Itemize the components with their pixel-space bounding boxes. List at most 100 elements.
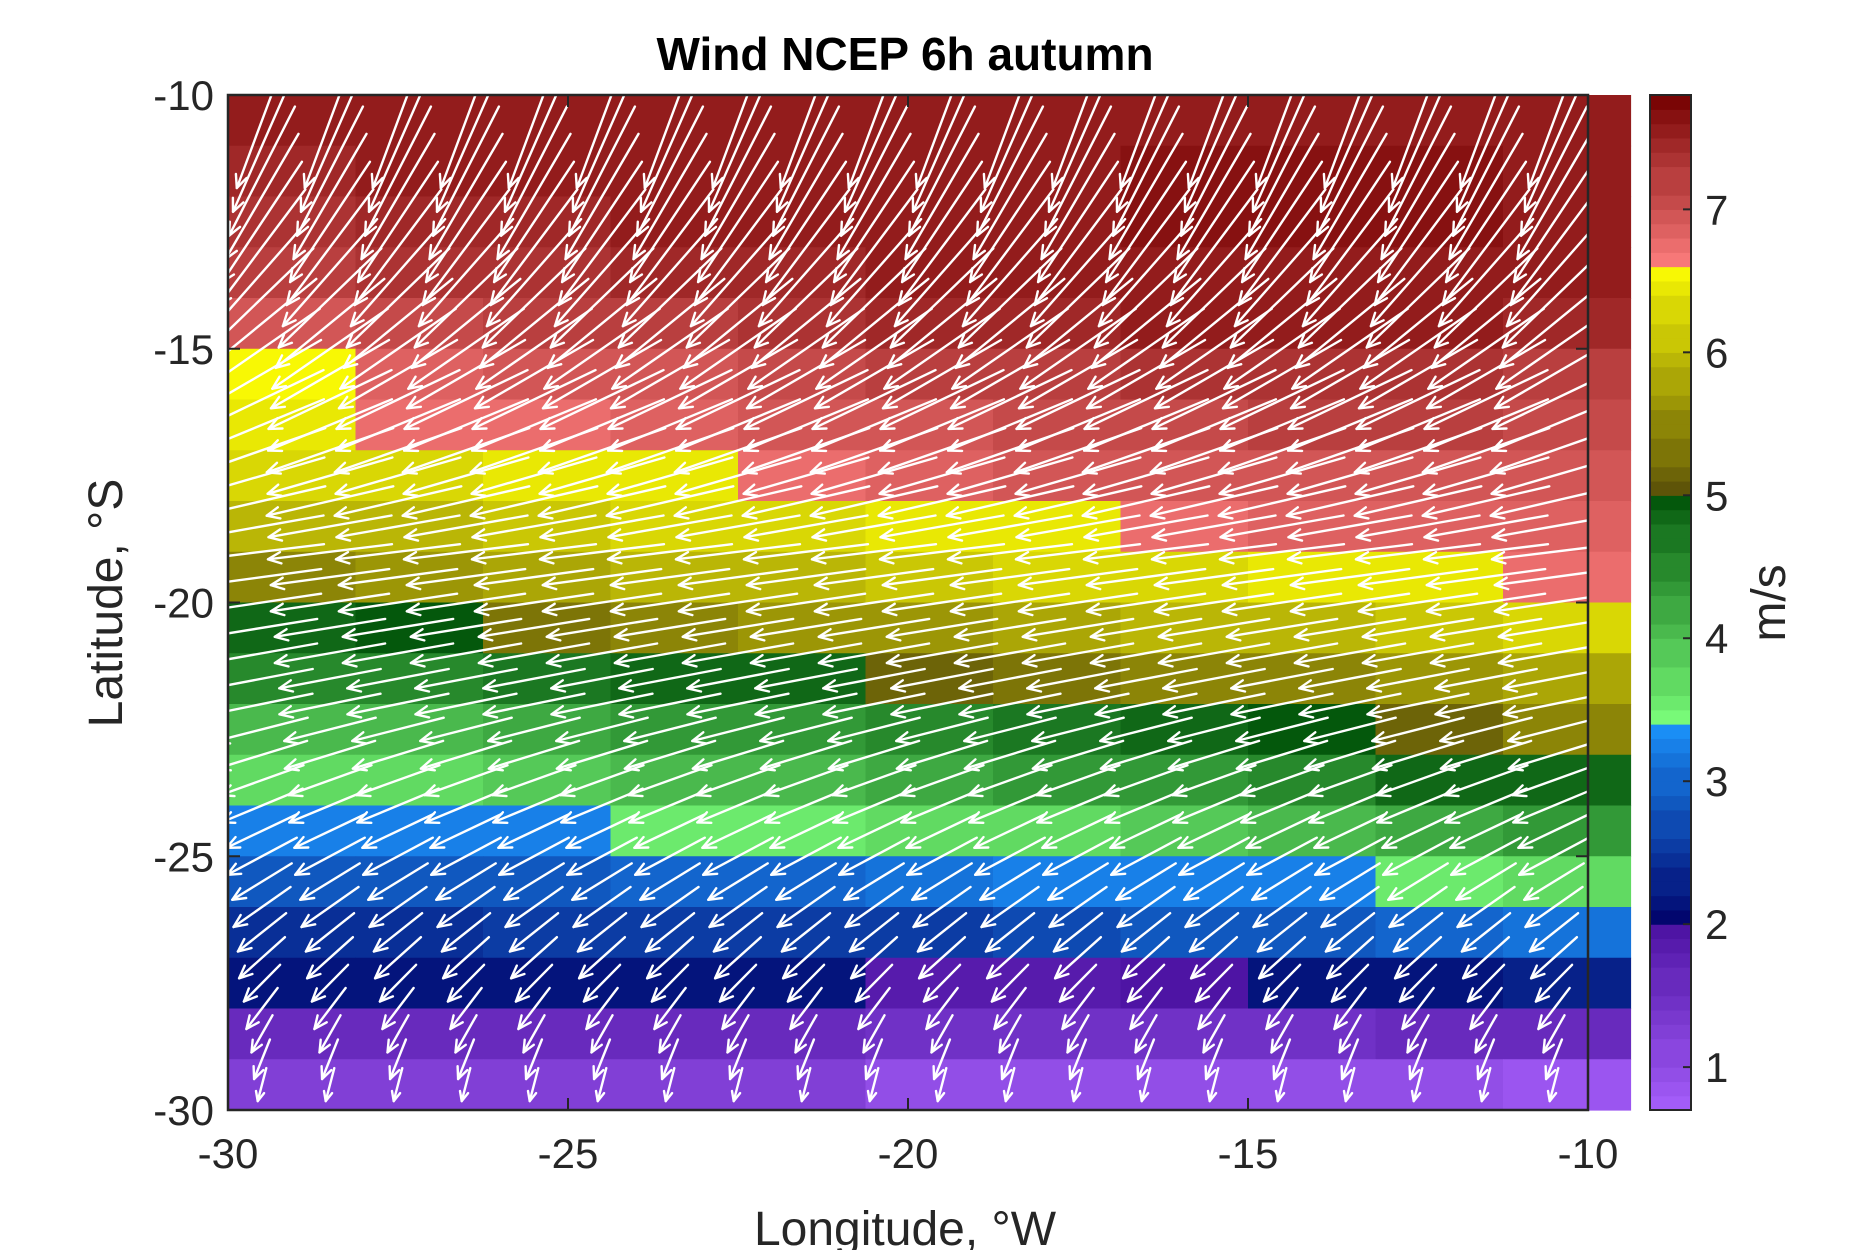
wind-arrow — [402, 456, 530, 497]
wind-arrow — [990, 963, 1030, 1003]
colorbar-swatch — [1650, 781, 1691, 797]
wind-arrow — [471, 368, 597, 431]
wind-arrow — [1040, 132, 1116, 261]
wind-arrow — [605, 485, 735, 520]
wind-arrow — [1498, 293, 1588, 370]
wind-arrow — [1109, 812, 1183, 849]
wind-arrow — [1225, 642, 1339, 668]
speed-cell — [610, 1008, 739, 1060]
wind-arrow — [405, 567, 527, 591]
wind-arrow — [250, 1014, 274, 1054]
wind-arrow — [911, 862, 973, 901]
wind-arrow — [345, 247, 451, 349]
colorbar-swatch — [1650, 266, 1691, 282]
speed-cell — [1503, 399, 1632, 451]
wind-arrow — [813, 592, 935, 617]
wind-arrow — [414, 692, 518, 719]
wind-arrow — [1153, 567, 1275, 591]
wind-arrow — [228, 836, 298, 876]
wind-arrow — [405, 338, 527, 410]
colorbar-swatch — [1650, 1067, 1691, 1083]
wind-arrow — [337, 567, 459, 591]
colorbar-tick-label: 2 — [1705, 901, 1728, 948]
wind-arrow — [718, 963, 758, 1003]
wind-arrow — [1162, 692, 1266, 719]
wind-arrow — [713, 936, 763, 980]
wind-arrow — [1439, 716, 1533, 745]
wind-arrow — [1150, 543, 1278, 565]
wind-arrow — [879, 368, 1005, 431]
wind-arrow — [1041, 812, 1115, 849]
wind-arrow — [1359, 307, 1477, 390]
wind-arrow — [1410, 1066, 1424, 1103]
wind-arrow — [1437, 217, 1535, 328]
speed-cell — [228, 145, 357, 198]
wind-arrow — [1022, 277, 1134, 370]
speed-cell — [738, 1008, 867, 1060]
speed-cell — [483, 754, 612, 807]
wind-arrow — [1136, 1038, 1156, 1081]
wind-arrow — [1489, 437, 1588, 475]
wind-arrow — [1534, 963, 1574, 1003]
wind-arrow — [750, 277, 862, 370]
wind-arrow — [367, 862, 429, 901]
wind-arrow — [1425, 338, 1547, 410]
wind-arrow — [775, 862, 837, 901]
speed-cell — [355, 957, 484, 1010]
wind-arrow — [1421, 485, 1551, 520]
wind-arrow — [864, 1038, 884, 1081]
colorbar-swatch — [1650, 895, 1691, 911]
wind-arrow — [1017, 338, 1139, 410]
speed-cell — [993, 957, 1122, 1010]
wind-arrow — [1366, 667, 1470, 693]
wind-arrow — [1021, 642, 1135, 668]
wind-arrow — [1423, 368, 1549, 431]
y-tick-label: -20 — [153, 580, 214, 627]
wind-arrow — [594, 1066, 608, 1103]
wind-arrow — [1333, 986, 1367, 1031]
wind-arrow — [1286, 543, 1414, 565]
wind-arrow — [1002, 1066, 1016, 1103]
wind-arrow — [1082, 543, 1210, 565]
plot-area — [226, 93, 1632, 1112]
wind-arrow — [509, 936, 559, 980]
wind-arrow — [1015, 368, 1141, 431]
wind-arrow — [827, 716, 921, 745]
wind-arrow — [1090, 277, 1202, 370]
speed-cell — [865, 957, 994, 1010]
wind-arrow — [1197, 986, 1231, 1031]
wind-arrow — [428, 132, 504, 261]
wind-arrow — [811, 514, 937, 542]
wind-arrow — [1458, 95, 1497, 190]
colorbar-swatch — [1650, 695, 1691, 711]
colorbar-swatch — [1650, 95, 1691, 110]
wind-arrow — [613, 642, 727, 668]
speed-cell — [1120, 704, 1249, 756]
colorbar-swatch — [1650, 1081, 1691, 1097]
wind-arrow — [749, 642, 863, 668]
wind-arrow — [900, 160, 984, 284]
y-axis-label: Latitude, °S — [80, 479, 133, 728]
wind-arrow — [236, 912, 288, 953]
wind-arrow — [430, 836, 502, 876]
wind-arrow — [660, 1038, 680, 1081]
wind-arrow — [1111, 105, 1181, 237]
wind-arrow — [1081, 485, 1211, 520]
colorbar-swatch — [1650, 952, 1691, 968]
wind-arrow — [839, 105, 909, 237]
wind-arrow — [413, 247, 519, 349]
wind-arrow — [305, 936, 355, 980]
wind-arrow — [1313, 836, 1387, 876]
wind-arrow — [228, 592, 323, 609]
wind-arrow — [1061, 986, 1095, 1031]
wind-arrow — [228, 426, 327, 464]
colorbar-swatch — [1650, 1009, 1691, 1025]
wind-arrow — [582, 963, 622, 1003]
wind-arrow — [1244, 132, 1320, 261]
wind-arrow — [609, 592, 731, 617]
wind-arrow — [957, 247, 1063, 349]
wind-arrow — [975, 105, 1045, 237]
wind-arrow — [877, 485, 1007, 520]
wind-arrow — [1354, 543, 1482, 565]
